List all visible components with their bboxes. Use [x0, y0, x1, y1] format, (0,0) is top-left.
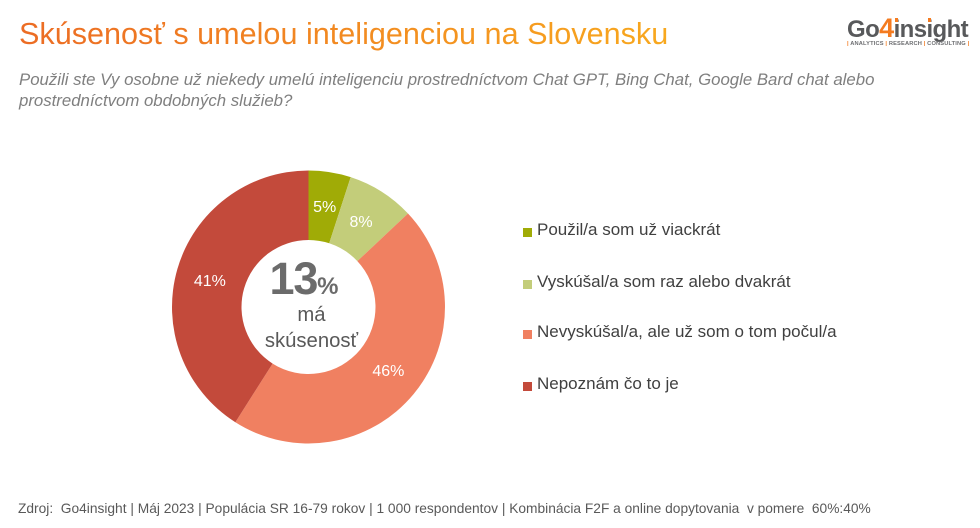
svg-text:8%: 8% [349, 214, 372, 231]
svg-text:46%: 46% [372, 363, 404, 380]
svg-text:5%: 5% [313, 199, 336, 216]
svg-text:41%: 41% [194, 273, 226, 290]
